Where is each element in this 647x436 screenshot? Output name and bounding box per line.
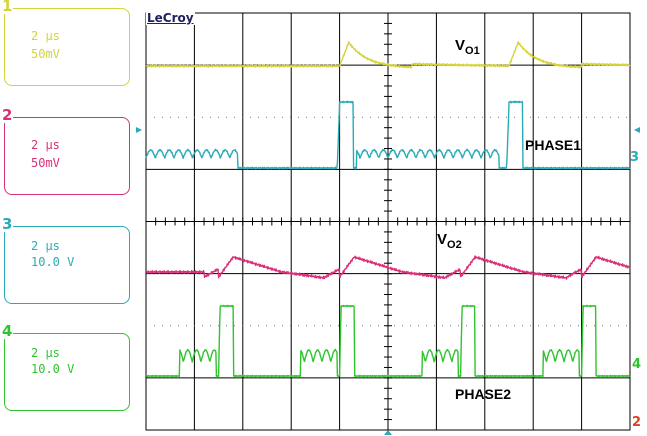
- annotation-phase2: PHASE2: [455, 386, 511, 402]
- channel-2-offset-marker: [136, 127, 142, 133]
- channel-2-timebase: 2 µs: [31, 138, 60, 152]
- trace-vo2: [145, 255, 631, 280]
- channel-1-box[interactable]: 1 2 µs 50mV: [1, 0, 130, 86]
- marker-ch3: 3: [630, 150, 639, 165]
- channel-1-scale: 50mV: [31, 47, 60, 61]
- trigger-level-marker: [634, 127, 640, 133]
- annotation-vo1: VO1: [455, 37, 480, 57]
- channel-4-timebase: 2 µs: [31, 346, 60, 360]
- trigger-position-marker: [384, 430, 392, 435]
- channel-3-timebase: 2 µs: [31, 239, 60, 253]
- marker-ch4: 4: [632, 357, 641, 372]
- channel-2-number: 2: [1, 106, 14, 124]
- marker-corner: 2: [632, 415, 641, 430]
- annotation-vo2: VO2: [437, 231, 462, 251]
- channel-3-scale: 10.0 V: [31, 255, 75, 269]
- channel-1-timebase: 2 µs: [31, 29, 60, 43]
- brand-logo: LeCroy: [146, 11, 195, 25]
- trace-phase2: [145, 304, 631, 378]
- channel-4-scale: 10.0 V: [31, 362, 75, 376]
- channel-1-number: 1: [1, 0, 14, 15]
- channel-3-box[interactable]: 3 2 µs 10.0 V: [1, 217, 130, 304]
- channel-2-scale: 50mV: [31, 156, 60, 170]
- annotation-phase1: PHASE1: [525, 137, 581, 153]
- trace-vo1: [145, 41, 631, 69]
- channel-3-number: 3: [1, 215, 14, 233]
- trace-phase1: [145, 100, 631, 170]
- channel-4-box[interactable]: 4 2 µs 10.0 V: [1, 324, 130, 411]
- channel-2-box[interactable]: 2 2 µs 50mV: [1, 108, 130, 195]
- traces: [145, 41, 631, 378]
- channel-4-number: 4: [1, 322, 14, 340]
